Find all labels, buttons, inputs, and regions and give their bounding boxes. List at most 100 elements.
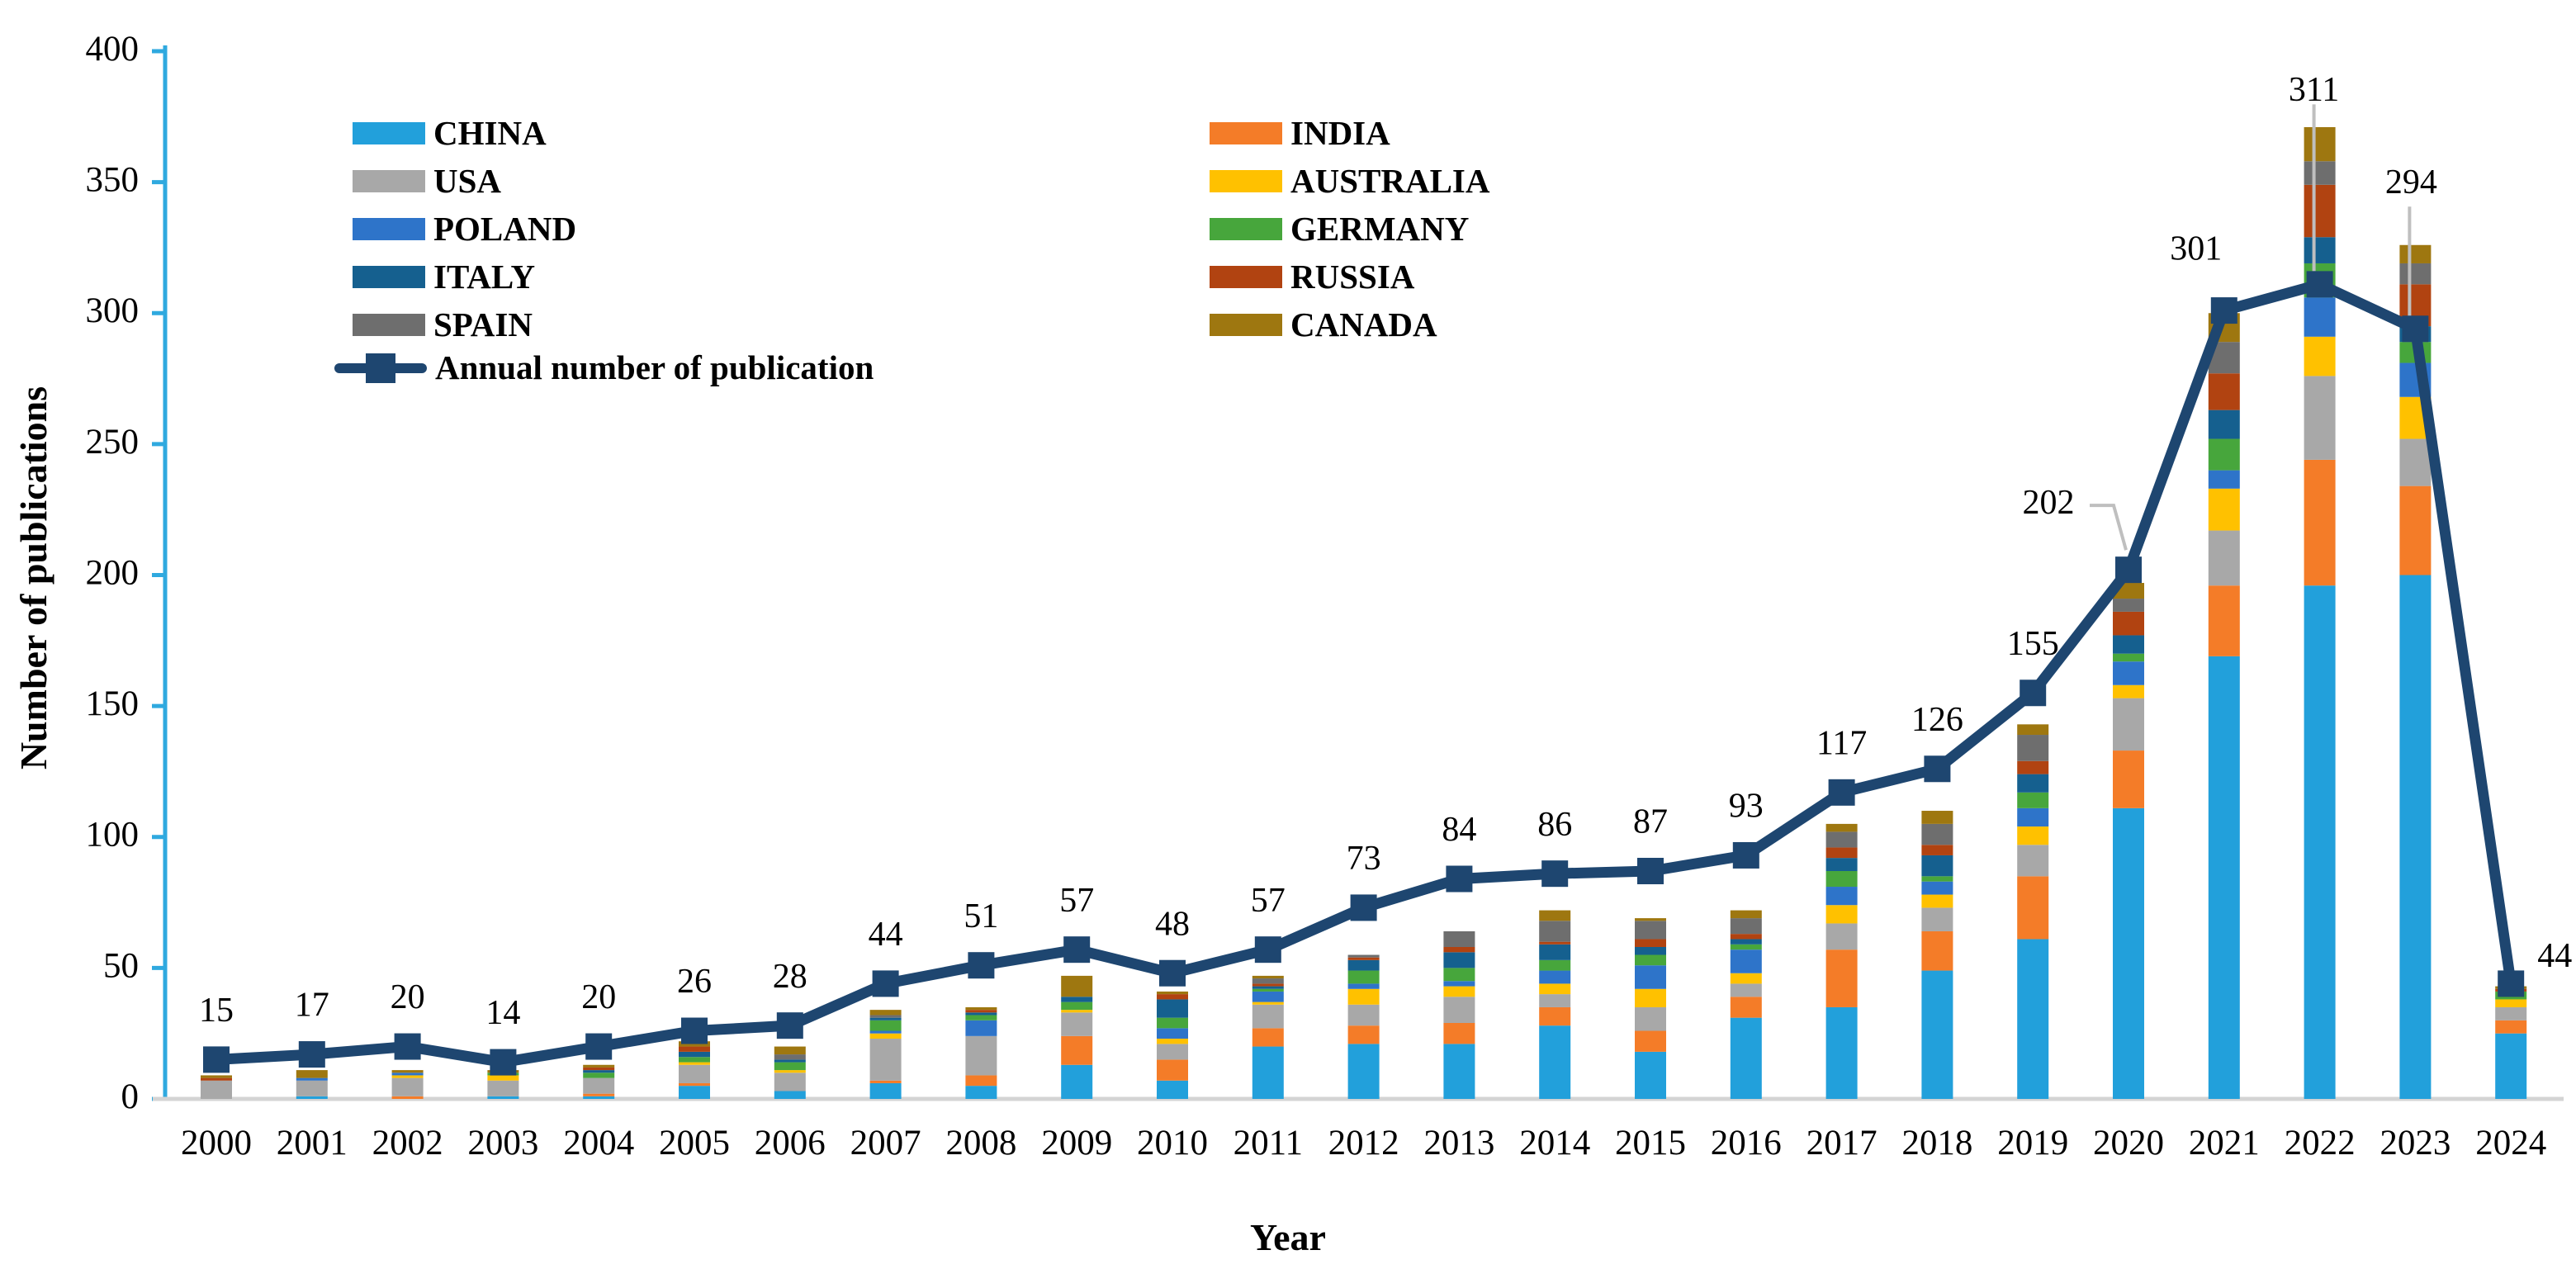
bar-segment-2014-india[interactable]	[1539, 1006, 1571, 1026]
bar-segment-2015-australia[interactable]	[1635, 988, 1666, 1007]
bar-segment-2021-germany[interactable]	[2208, 438, 2240, 471]
bar-segment-2014-china[interactable]	[1539, 1025, 1571, 1099]
bar-segment-2013-australia[interactable]	[1443, 986, 1475, 997]
bar-segment-2019-canada[interactable]	[2017, 724, 2049, 736]
bar-segment-2010-india[interactable]	[1157, 1059, 1188, 1081]
bar-segment-2001-china[interactable]	[296, 1096, 328, 1099]
bar-segment-2012-india[interactable]	[1347, 1025, 1380, 1044]
bar-segment-2020-spain[interactable]	[2113, 599, 2144, 612]
bar-segment-2012-australia[interactable]	[1347, 988, 1380, 1005]
line-marker-2000[interactable]	[203, 1046, 230, 1073]
bar-segment-2021-china[interactable]	[2208, 656, 2240, 1099]
bar-segment-2008-germany[interactable]	[965, 1015, 997, 1020]
bar-segment-2010-germany[interactable]	[1157, 1017, 1188, 1029]
bar-segment-2002-usa[interactable]	[391, 1077, 424, 1096]
bar-segment-2004-india[interactable]	[583, 1093, 615, 1096]
legend-item-spain[interactable]: SPAIN	[353, 308, 533, 342]
bar-segment-2000-russia[interactable]	[201, 1077, 232, 1081]
bar-segment-2006-spain[interactable]	[774, 1054, 806, 1060]
bar-segment-2018-italy[interactable]	[1921, 855, 1953, 877]
bar-segment-2007-germany[interactable]	[869, 1020, 902, 1031]
bar-segment-2016-usa[interactable]	[1730, 983, 1762, 997]
line-marker-2016[interactable]	[1732, 841, 1759, 869]
bar-segment-2013-india[interactable]	[1443, 1022, 1475, 1044]
bar-segment-2012-germany[interactable]	[1347, 970, 1380, 984]
bar-segment-2017-spain[interactable]	[1825, 831, 1858, 848]
bar-segment-2024-india[interactable]	[2495, 1020, 2527, 1034]
bar-segment-2014-spain[interactable]	[1539, 921, 1571, 942]
legend-item-australia[interactable]: AUSTRALIA	[1210, 164, 1490, 198]
bar-segment-2022-india[interactable]	[2304, 459, 2336, 586]
bar-segment-2005-china[interactable]	[679, 1086, 710, 1099]
line-marker-2010[interactable]	[1159, 959, 1186, 987]
bar-segment-2017-india[interactable]	[1825, 949, 1858, 1007]
bar-segment-2021-russia[interactable]	[2208, 373, 2240, 410]
bar-segment-2017-russia[interactable]	[1825, 847, 1858, 859]
line-marker-2009[interactable]	[1063, 936, 1091, 964]
bar-segment-2001-canada[interactable]	[296, 1070, 328, 1078]
bar-segment-2002-australia[interactable]	[391, 1075, 424, 1078]
bar-segment-2019-india[interactable]	[2017, 876, 2049, 940]
bar-segment-2009-china[interactable]	[1061, 1064, 1093, 1099]
bar-segment-2015-india[interactable]	[1635, 1030, 1666, 1052]
bar-segment-2009-canada[interactable]	[1061, 975, 1093, 997]
line-marker-2008[interactable]	[968, 952, 995, 979]
line-marker-2007[interactable]	[872, 970, 899, 997]
bar-segment-2005-germany[interactable]	[679, 1057, 710, 1063]
legend-item-germany[interactable]: GERMANY	[1210, 212, 1469, 246]
bar-segment-2007-italy[interactable]	[869, 1017, 902, 1020]
bar-segment-2022-poland[interactable]	[2304, 297, 2336, 337]
bar-segment-2011-germany[interactable]	[1252, 988, 1284, 992]
bar-segment-2008-china[interactable]	[965, 1086, 997, 1099]
bar-segment-2011-canada[interactable]	[1252, 975, 1284, 979]
bar-segment-2006-china[interactable]	[774, 1091, 806, 1099]
bar-segment-2015-usa[interactable]	[1635, 1006, 1666, 1031]
line-marker-2004[interactable]	[585, 1033, 613, 1060]
bar-segment-2018-spain[interactable]	[1921, 823, 1953, 845]
bar-segment-2014-canada[interactable]	[1539, 910, 1571, 921]
bar-segment-2019-germany[interactable]	[2017, 792, 2049, 808]
bar-segment-2002-india[interactable]	[391, 1096, 424, 1099]
bar-segment-2013-germany[interactable]	[1443, 968, 1475, 982]
bar-segment-2018-australia[interactable]	[1921, 894, 1953, 908]
legend-item-india[interactable]: INDIA	[1210, 116, 1390, 150]
line-marker-2011[interactable]	[1254, 936, 1281, 964]
legend-item-poland[interactable]: POLAND	[353, 212, 576, 246]
bar-segment-2018-canada[interactable]	[1921, 811, 1953, 824]
bar-segment-2014-italy[interactable]	[1539, 944, 1571, 960]
bar-segment-2019-italy[interactable]	[2017, 774, 2049, 793]
bar-segment-2020-usa[interactable]	[2113, 698, 2144, 751]
bar-segment-2013-poland[interactable]	[1443, 981, 1475, 987]
line-marker-2019[interactable]	[2020, 679, 2047, 707]
bar-segment-2017-china[interactable]	[1825, 1006, 1858, 1099]
line-marker-2023[interactable]	[2402, 315, 2429, 343]
line-marker-2002[interactable]	[394, 1033, 421, 1060]
line-marker-2017[interactable]	[1828, 779, 1855, 806]
bar-segment-2022-australia[interactable]	[2304, 336, 2336, 376]
legend-item-china[interactable]: CHINA	[353, 116, 547, 150]
bar-segment-2022-russia[interactable]	[2304, 184, 2336, 238]
bar-segment-2018-russia[interactable]	[1921, 845, 1953, 855]
bar-segment-2015-china[interactable]	[1635, 1051, 1666, 1099]
bar-segment-2008-poland[interactable]	[965, 1020, 997, 1036]
bar-segment-2019-spain[interactable]	[2017, 735, 2049, 761]
bar-segment-2007-spain[interactable]	[869, 1015, 902, 1018]
bar-segment-2010-china[interactable]	[1157, 1080, 1188, 1099]
bar-segment-2016-india[interactable]	[1730, 997, 1762, 1018]
bar-segment-2010-canada[interactable]	[1157, 991, 1188, 995]
bar-segment-2007-poland[interactable]	[869, 1030, 902, 1034]
bar-segment-2023-china[interactable]	[2399, 575, 2432, 1100]
bar-segment-2016-china[interactable]	[1730, 1017, 1762, 1099]
bar-segment-2004-canada[interactable]	[583, 1064, 615, 1068]
bar-segment-2009-australia[interactable]	[1061, 1010, 1093, 1013]
bar-segment-2010-italy[interactable]	[1157, 999, 1188, 1018]
line-marker-2006[interactable]	[776, 1012, 803, 1039]
bar-segment-2022-usa[interactable]	[2304, 376, 2336, 460]
bar-segment-2004-china[interactable]	[583, 1096, 615, 1099]
bar-segment-2002-canada[interactable]	[391, 1070, 424, 1073]
bar-segment-2008-russia[interactable]	[965, 1010, 997, 1013]
bar-segment-2022-canada[interactable]	[2304, 127, 2336, 162]
bar-segment-2022-italy[interactable]	[2304, 237, 2336, 263]
bar-segment-2011-russia[interactable]	[1252, 983, 1284, 987]
line-marker-2014[interactable]	[1541, 860, 1569, 888]
